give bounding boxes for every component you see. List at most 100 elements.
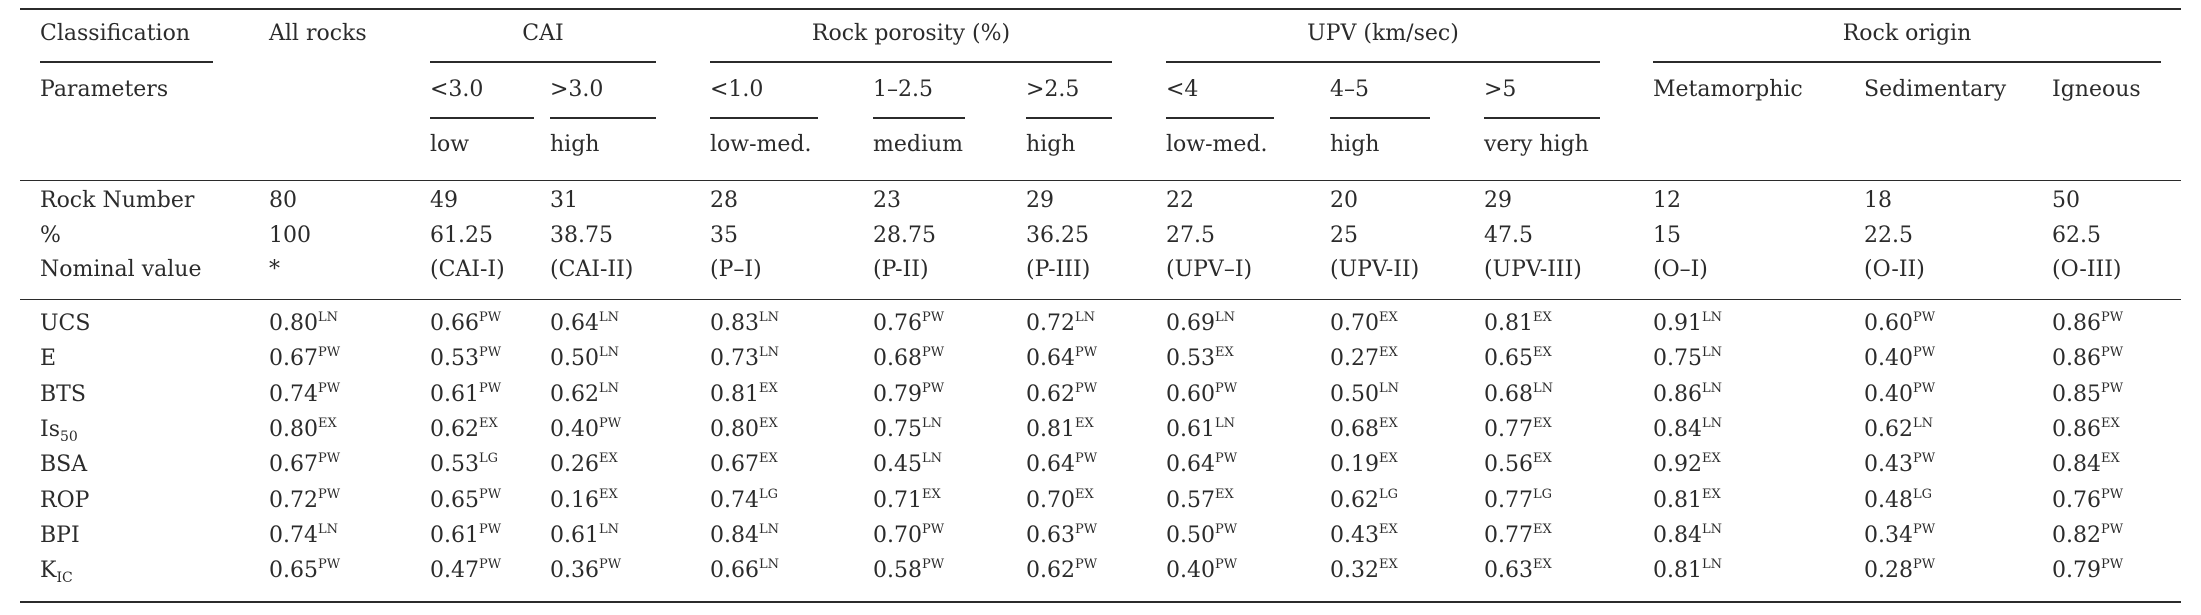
coefficient-value: 0.58	[873, 558, 922, 583]
coefficient-value: 0.71	[873, 488, 922, 513]
table-cell: 0.76PW	[2052, 487, 2123, 515]
row-label: %	[40, 223, 61, 248]
model-type-superscript: PW	[921, 381, 945, 396]
coefficient-value: 0.61	[430, 382, 479, 407]
model-type-superscript: LN	[1701, 345, 1722, 360]
coefficient-value: 0.86	[2052, 346, 2101, 371]
model-type-superscript: PW	[1912, 345, 1936, 360]
coefficient-value: 0.84	[710, 523, 759, 548]
table-cell: 18	[1864, 188, 1892, 213]
table-cell: 0.62LN	[550, 381, 619, 409]
model-type-superscript: LN	[1701, 522, 1722, 537]
table-cell: 50	[2052, 188, 2080, 213]
table-cell: 15	[1653, 223, 1681, 248]
coefficient-value: 0.72	[269, 488, 318, 513]
table-cell: 0.81EX	[1026, 416, 1094, 444]
table-cell: 0.81EX	[710, 381, 778, 409]
coefficient-value: 0.77	[1484, 523, 1533, 548]
table-cell: 80	[269, 188, 297, 213]
table-cell: (UPV–I)	[1166, 257, 1253, 282]
coefficient-value: 0.69	[1166, 311, 1215, 336]
model-type-superscript: PW	[1214, 557, 1238, 572]
table-cell: 0.81LN	[1653, 557, 1722, 585]
upv-group-underline	[1166, 61, 1600, 63]
rock-origin-group-underline	[1653, 61, 2161, 63]
model-type-superscript: EX	[1532, 557, 1552, 572]
coefficient-value: 0.43	[1864, 452, 1913, 477]
table-cell: 0.61LN	[1166, 416, 1235, 444]
table-cell: 0.80EX	[710, 416, 778, 444]
coefficient-value: 0.50	[1330, 382, 1379, 407]
parameter-subscript: 50	[59, 429, 78, 445]
table-cell: 36.25	[1026, 223, 1089, 248]
subheader-underline	[873, 117, 965, 119]
table-cell: 0.80LN	[269, 310, 338, 338]
coefficient-value: 0.80	[710, 417, 759, 442]
table-cell: 49	[430, 188, 458, 213]
model-type-superscript: LN	[1701, 557, 1722, 572]
coefficient-value: 0.47	[430, 558, 479, 583]
subheader-level: low-med.	[710, 132, 812, 157]
classification-header: Classification	[40, 21, 191, 46]
classification-underline	[40, 61, 213, 63]
model-type-superscript: EX	[758, 416, 778, 431]
table-cell: 0.74LN	[269, 522, 338, 550]
table-cell: 0.53EX	[1166, 345, 1234, 373]
model-type-superscript: LN	[758, 310, 779, 325]
table-cell: 0.73LN	[710, 345, 779, 373]
subheader-level: high	[1330, 132, 1380, 157]
parameter-name: Is	[40, 417, 60, 442]
model-type-superscript: LN	[1378, 381, 1399, 396]
table-cell: 0.66PW	[430, 310, 501, 338]
table-cell: 0.63EX	[1484, 557, 1552, 585]
upv-group-header: UPV (km/sec)	[1307, 21, 1459, 46]
porosity-group-header: Rock porosity (%)	[811, 21, 1011, 46]
table-cell: 0.68PW	[873, 345, 944, 373]
table-cell: 0.57EX	[1166, 487, 1234, 515]
row-label: Rock Number	[40, 188, 195, 213]
coefficient-value: 0.70	[1026, 488, 1075, 513]
coefficient-value: 0.50	[1166, 523, 1215, 548]
subheader-level: very high	[1484, 132, 1589, 157]
model-type-superscript: LG	[478, 451, 499, 466]
row-label: ROP	[40, 487, 89, 515]
subheader-range: >3.0	[550, 77, 604, 102]
coefficient-value: 0.66	[430, 311, 479, 336]
table-cell: 0.19EX	[1330, 451, 1398, 479]
model-type-superscript: PW	[1074, 345, 1098, 360]
table-cell: 0.65EX	[1484, 345, 1552, 373]
model-type-superscript: LN	[317, 310, 338, 325]
coefficient-value: 0.64	[550, 311, 599, 336]
coefficient-value: 0.53	[430, 452, 479, 477]
table-cell: 0.82PW	[2052, 522, 2123, 550]
table-cell: 0.64PW	[1026, 345, 1097, 373]
coefficient-value: 0.60	[1864, 311, 1913, 336]
coefficient-value: 0.81	[1653, 488, 1702, 513]
row-label: KIC	[40, 557, 73, 585]
coefficient-value: 0.53	[1166, 346, 1215, 371]
model-type-superscript: PW	[478, 310, 502, 325]
table-cell: 0.77LG	[1484, 487, 1552, 515]
model-type-superscript: EX	[598, 487, 618, 502]
model-type-superscript: LN	[317, 522, 338, 537]
coefficient-value: 0.68	[1330, 417, 1379, 442]
coefficient-value: 0.74	[269, 523, 318, 548]
coefficient-value: 0.67	[710, 452, 759, 477]
table-cell: 0.75LN	[873, 416, 942, 444]
model-type-superscript: EX	[1074, 487, 1094, 502]
table-cell: 0.43PW	[1864, 451, 1935, 479]
model-type-superscript: LN	[758, 522, 779, 537]
model-type-superscript: PW	[598, 557, 622, 572]
coefficient-value: 0.63	[1484, 558, 1533, 583]
subheader-underline	[710, 117, 818, 119]
table-cell: 0.64PW	[1166, 451, 1237, 479]
table-cell: (O-II)	[1864, 257, 1925, 282]
table-cell: (P-III)	[1026, 257, 1091, 282]
coefficient-value: 0.72	[1026, 311, 1075, 336]
table-cell: 0.64LN	[550, 310, 619, 338]
table-cell: 20	[1330, 188, 1358, 213]
coefficient-value: 0.75	[873, 417, 922, 442]
model-type-superscript: PW	[1214, 451, 1238, 466]
subheader-range: Sedimentary	[1864, 77, 2007, 102]
